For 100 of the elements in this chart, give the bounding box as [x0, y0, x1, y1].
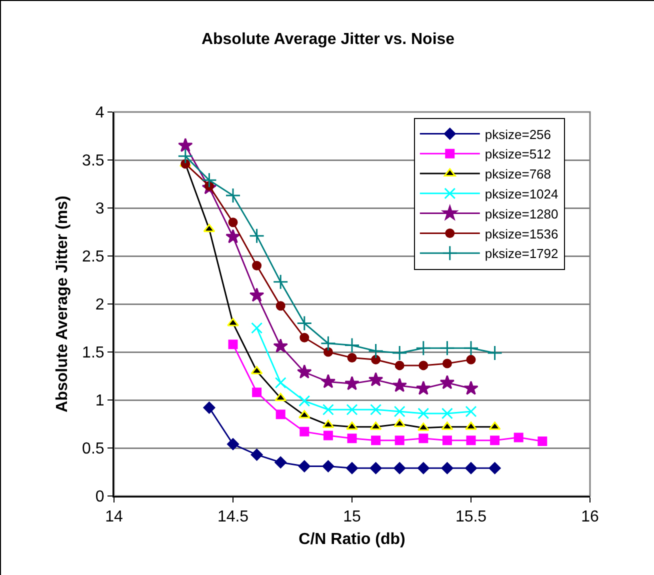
- y-tick-label: 0: [95, 488, 104, 506]
- point: [416, 380, 431, 395]
- x-axis-title: C/N Ratio (db): [298, 531, 406, 548]
- point: [251, 322, 263, 334]
- point: [370, 404, 382, 416]
- point: [225, 188, 241, 204]
- point: [392, 378, 408, 392]
- point: [276, 301, 286, 311]
- point: [250, 366, 263, 374]
- x-tick-label: 16: [581, 508, 599, 526]
- point: [298, 460, 310, 472]
- point: [249, 228, 265, 244]
- point: [368, 343, 384, 359]
- point: [323, 347, 333, 357]
- point: [296, 364, 312, 379]
- y-tick-label: 1: [95, 392, 104, 410]
- legend-label: pksize=512: [484, 146, 552, 162]
- point: [466, 436, 476, 446]
- y-tick-label: 0.5: [82, 440, 104, 458]
- point: [441, 462, 454, 474]
- y-tick-label: 3.5: [82, 152, 104, 170]
- y-axis-title: Absolute Average Jitter (ms): [54, 196, 72, 412]
- point: [464, 380, 478, 395]
- point: [203, 224, 216, 232]
- point: [300, 426, 310, 436]
- point: [323, 430, 333, 440]
- point: [416, 340, 432, 356]
- point: [272, 274, 288, 290]
- point: [394, 462, 406, 474]
- point: [344, 338, 360, 354]
- point: [439, 340, 455, 356]
- point: [226, 229, 240, 244]
- point: [392, 345, 408, 361]
- point: [322, 404, 334, 416]
- y-tick-label: 2: [95, 296, 104, 314]
- point: [538, 436, 548, 446]
- point: [227, 438, 239, 450]
- point: [440, 374, 455, 390]
- point: [488, 462, 501, 474]
- x-tick-label: 15.5: [455, 508, 487, 526]
- point: [228, 340, 238, 350]
- chart-title: Absolute Average Jitter vs. Noise: [201, 30, 455, 48]
- point: [178, 138, 193, 152]
- point: [417, 462, 430, 474]
- point: [276, 410, 286, 420]
- point: [465, 462, 477, 474]
- point: [347, 434, 357, 444]
- point: [466, 354, 476, 364]
- point: [371, 354, 381, 364]
- point: [371, 436, 381, 446]
- point: [274, 456, 287, 468]
- point: [465, 406, 477, 418]
- point: [249, 288, 264, 302]
- legend-label: pksize=256: [484, 126, 552, 142]
- point: [370, 462, 382, 474]
- point: [346, 462, 358, 474]
- point: [418, 408, 430, 420]
- legend-label: pksize=1792: [484, 246, 558, 262]
- point: [346, 422, 358, 430]
- point: [300, 332, 310, 342]
- point: [227, 318, 239, 326]
- point: [368, 372, 384, 386]
- point: [463, 340, 479, 356]
- point: [394, 436, 404, 446]
- point: [298, 395, 310, 407]
- point: [252, 388, 262, 398]
- legend-label: pksize=1024: [484, 186, 558, 202]
- point: [322, 460, 334, 472]
- legend-label: pksize=768: [484, 166, 552, 182]
- y-tick-label: 3: [95, 200, 104, 218]
- point: [201, 172, 217, 188]
- point: [441, 408, 453, 420]
- point: [442, 436, 452, 446]
- point: [252, 260, 262, 270]
- y-tick-label: 4: [95, 104, 104, 122]
- point: [487, 345, 503, 361]
- point: [250, 448, 263, 461]
- point: [465, 422, 477, 430]
- y-tick-label: 1.5: [82, 344, 104, 362]
- point: [273, 338, 288, 353]
- point: [320, 374, 336, 388]
- point: [346, 404, 358, 416]
- y-tick-label: 2.5: [82, 248, 104, 266]
- x-tick-label: 14.5: [217, 508, 249, 526]
- point: [394, 406, 406, 418]
- point: [274, 392, 287, 402]
- x-tick-label: 15: [343, 508, 361, 526]
- point: [347, 353, 357, 363]
- point: [418, 360, 428, 370]
- legend-label: pksize=1536: [484, 226, 558, 242]
- point: [442, 358, 452, 368]
- x-tick-label: 14: [105, 508, 123, 526]
- legend-label: pksize=1280: [484, 206, 558, 222]
- point: [228, 218, 238, 228]
- point: [394, 360, 404, 370]
- point: [320, 336, 336, 352]
- point: [514, 432, 524, 442]
- point: [274, 376, 286, 388]
- point: [296, 315, 312, 331]
- point: [490, 436, 500, 446]
